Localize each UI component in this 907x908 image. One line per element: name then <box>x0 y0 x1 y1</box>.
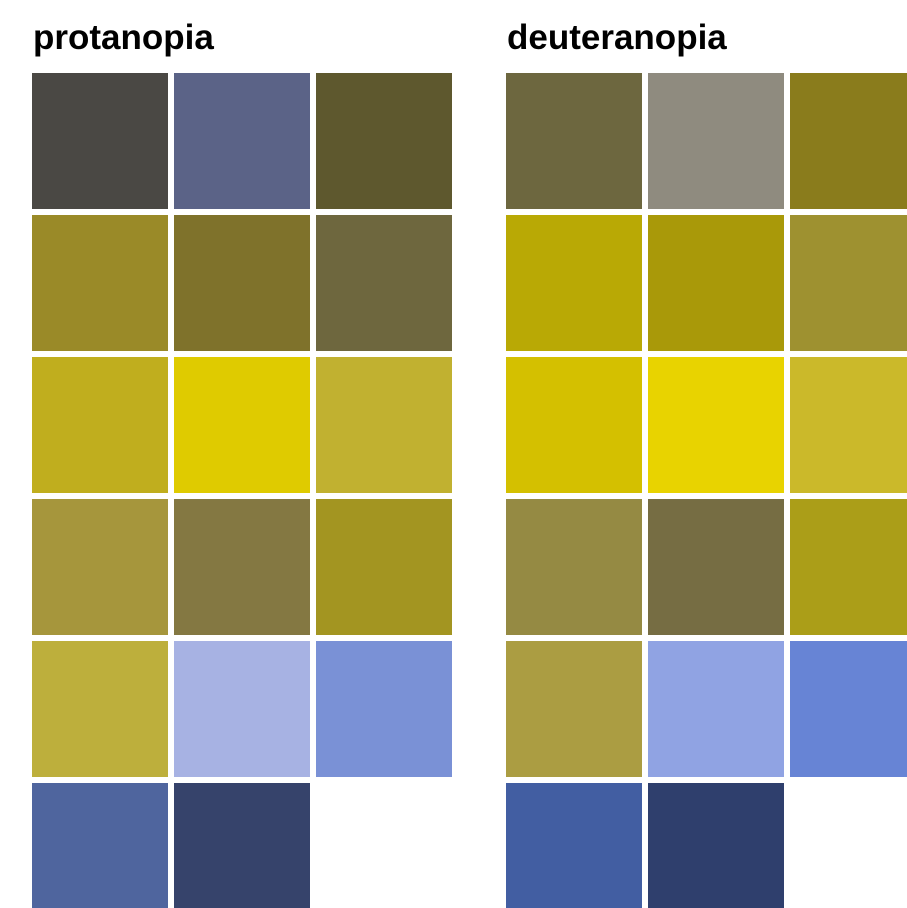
color-swatch <box>790 641 907 777</box>
color-swatch <box>648 783 784 908</box>
color-swatch <box>32 783 168 908</box>
color-swatch <box>316 499 452 635</box>
panel-title: deuteranopia <box>507 18 727 57</box>
color-swatch <box>506 215 642 351</box>
color-swatch <box>790 215 907 351</box>
color-swatch <box>174 499 310 635</box>
color-swatch <box>316 215 452 351</box>
color-swatch <box>790 357 907 493</box>
color-swatch <box>316 641 452 777</box>
panel-title: protanopia <box>33 18 214 57</box>
color-swatch <box>506 499 642 635</box>
color-swatch <box>790 73 907 209</box>
color-swatch <box>648 641 784 777</box>
color-swatch <box>174 215 310 351</box>
color-swatch <box>174 783 310 908</box>
color-swatch <box>174 641 310 777</box>
color-swatch <box>506 73 642 209</box>
color-swatch <box>506 783 642 908</box>
color-swatch <box>32 499 168 635</box>
color-swatch <box>316 357 452 493</box>
color-swatch <box>174 357 310 493</box>
color-swatch <box>648 499 784 635</box>
color-swatch <box>648 357 784 493</box>
color-swatch <box>648 73 784 209</box>
color-swatch <box>506 641 642 777</box>
color-swatch <box>648 215 784 351</box>
color-swatch <box>174 73 310 209</box>
color-swatch <box>32 357 168 493</box>
color-swatch <box>790 499 907 635</box>
color-swatch <box>32 641 168 777</box>
color-swatch <box>316 73 452 209</box>
color-swatch <box>32 73 168 209</box>
color-swatch <box>32 215 168 351</box>
color-swatch <box>506 357 642 493</box>
